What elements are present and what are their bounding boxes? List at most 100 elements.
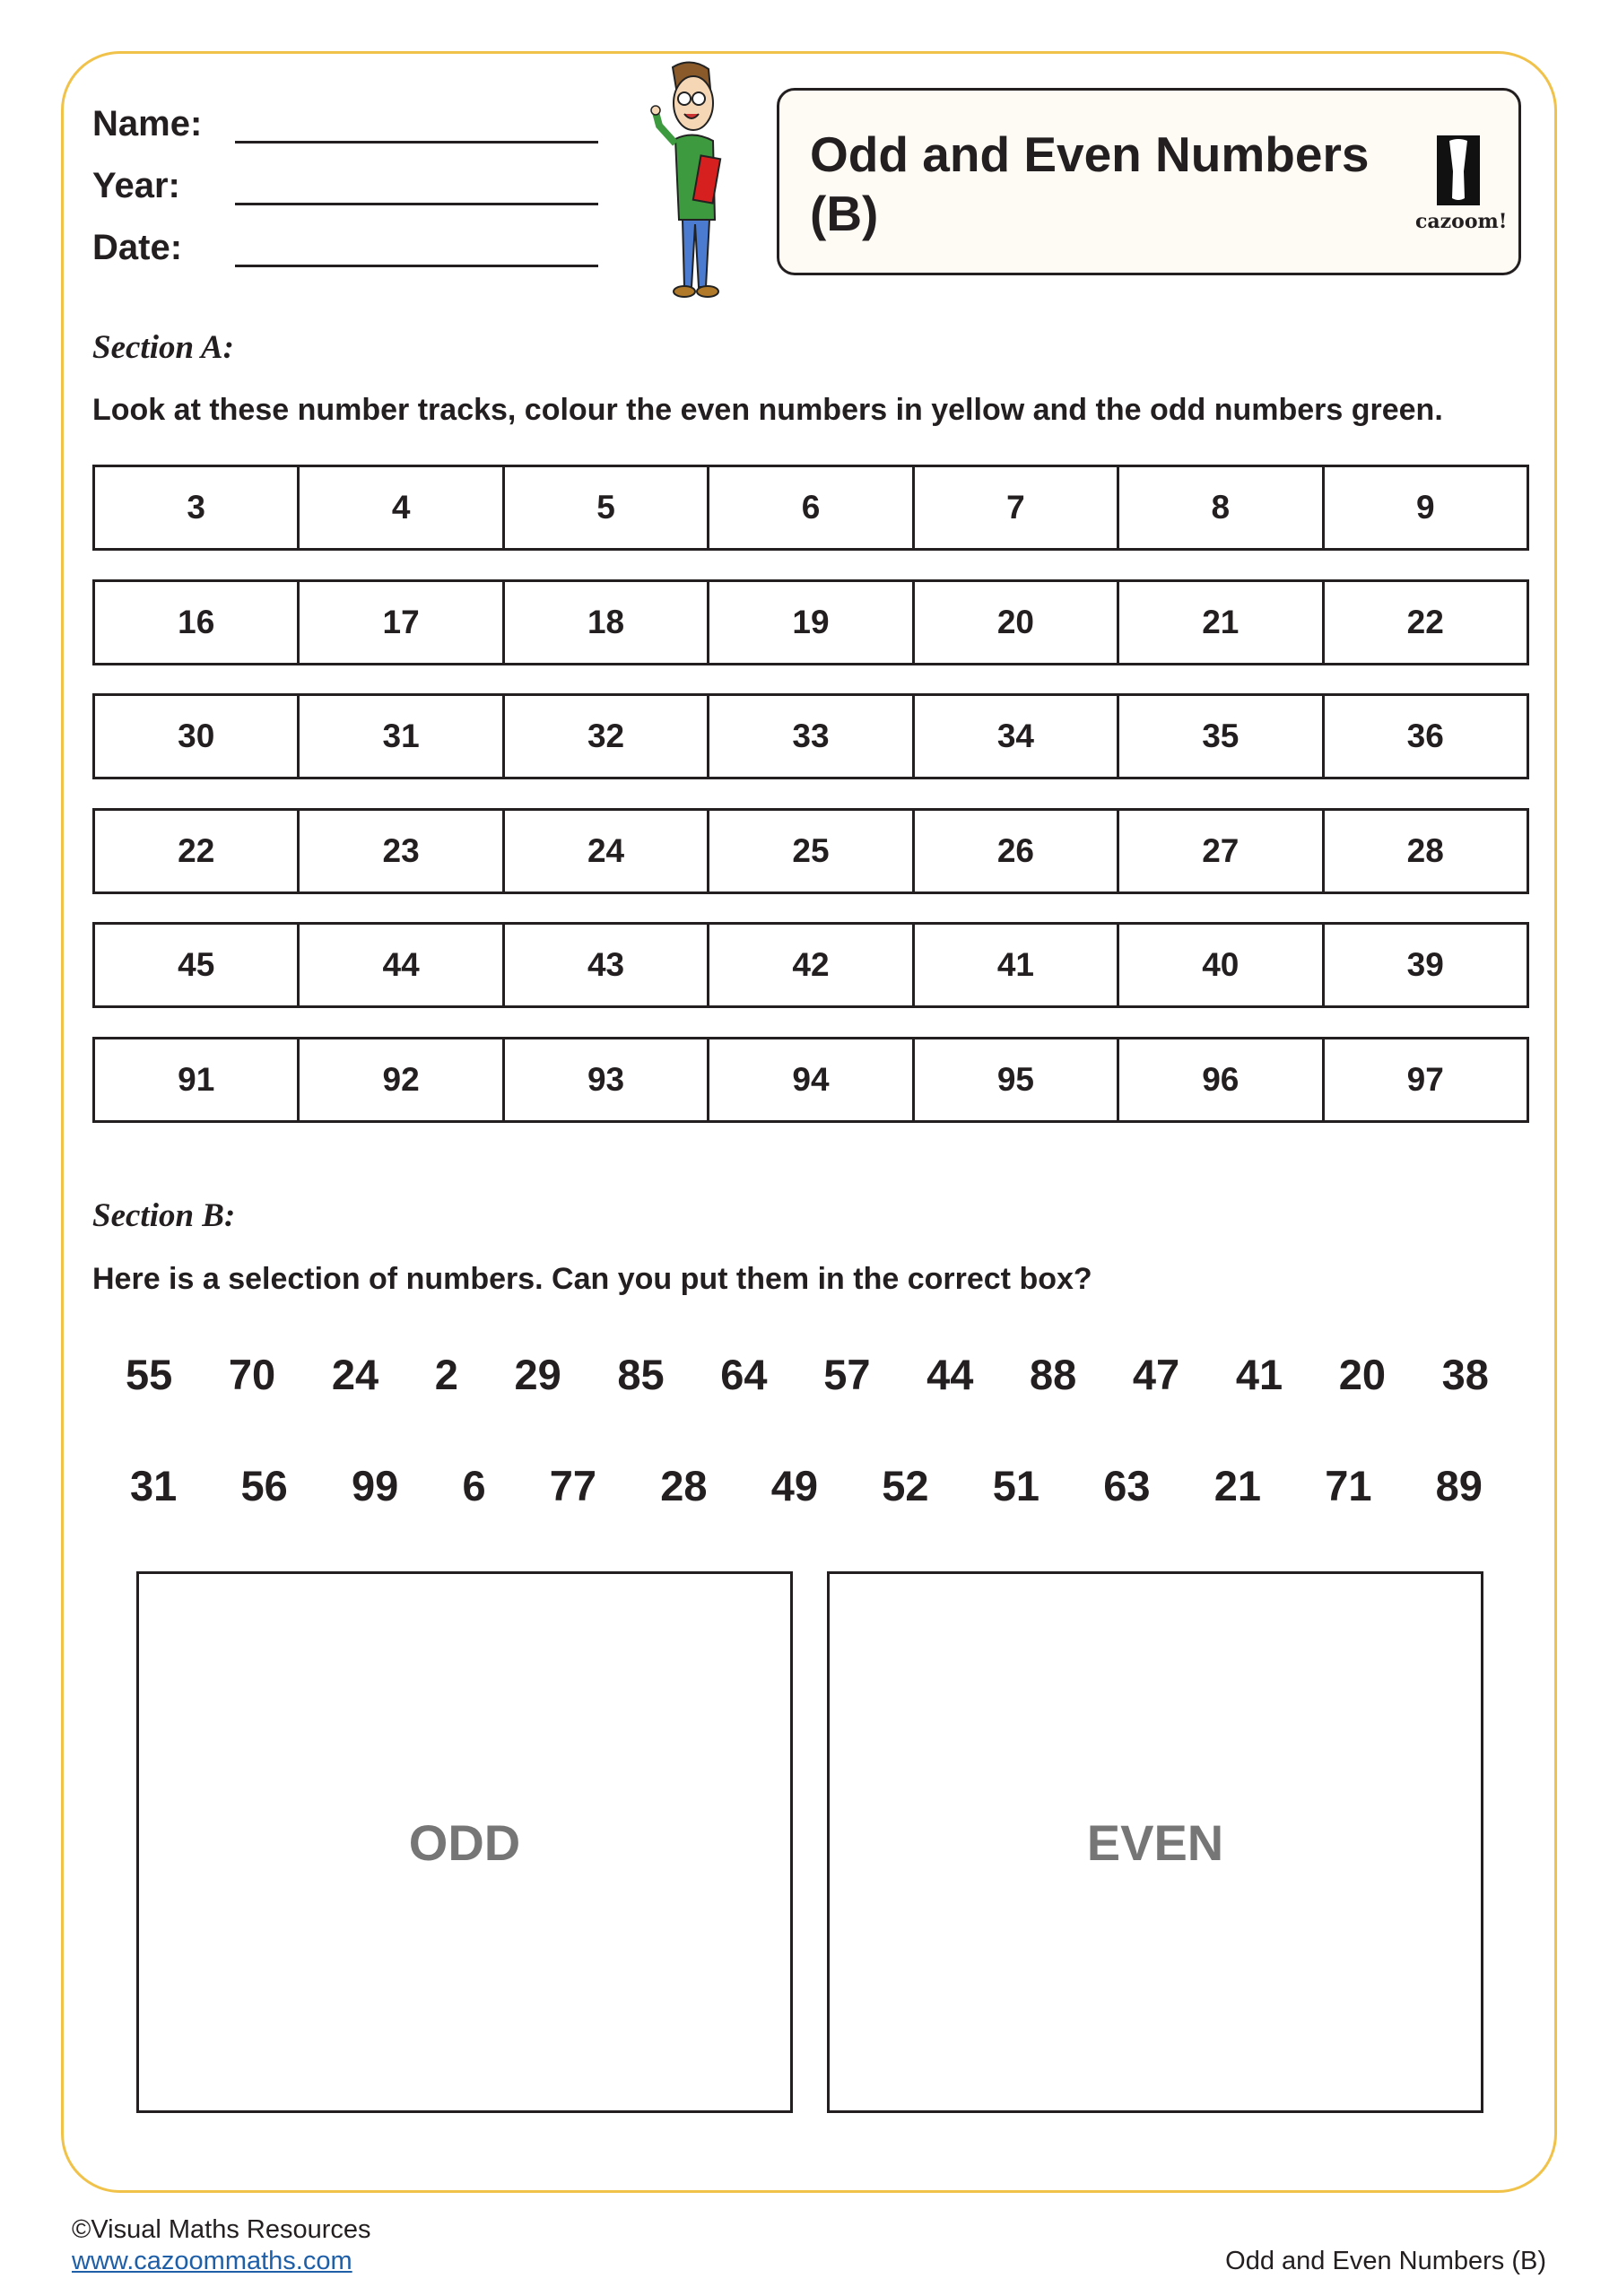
section-a-instruction: Look at these number tracks, colour the … bbox=[92, 393, 1443, 427]
name-field[interactable] bbox=[235, 141, 598, 144]
section-a-heading: Section A: bbox=[92, 329, 234, 366]
selection-number: 77 bbox=[549, 1462, 597, 1509]
selection-number: 28 bbox=[660, 1462, 708, 1509]
teacher-cartoon-icon bbox=[650, 61, 722, 298]
selection-number: 71 bbox=[1325, 1462, 1372, 1509]
selection-number: 29 bbox=[514, 1351, 561, 1398]
track-cell[interactable]: 43 bbox=[501, 925, 707, 1005]
year-field[interactable] bbox=[235, 203, 598, 205]
selection-number: 20 bbox=[1338, 1351, 1387, 1398]
selection-number: 88 bbox=[1030, 1351, 1077, 1398]
track-cell[interactable]: 35 bbox=[1117, 696, 1321, 777]
selection-number: 41 bbox=[1235, 1351, 1283, 1398]
track-cell[interactable]: 22 bbox=[178, 831, 215, 869]
selection-number: 56 bbox=[240, 1462, 288, 1509]
track-cell[interactable]: 8 bbox=[1117, 467, 1321, 548]
selection-number: 57 bbox=[823, 1351, 871, 1398]
odd-label: ODD bbox=[408, 1813, 521, 1871]
track-cell[interactable]: 40 bbox=[1117, 925, 1321, 1005]
track-cell[interactable]: 31 bbox=[297, 696, 501, 777]
selection-number: 21 bbox=[1214, 1462, 1261, 1509]
date-field[interactable] bbox=[235, 265, 598, 267]
number-selection-row-2: 31 56 99 6 77 28 49 52 51 63 21 71 89 bbox=[130, 1461, 1483, 1510]
section-b-heading: Section B: bbox=[92, 1197, 236, 1234]
track-cell[interactable]: 19 bbox=[707, 581, 911, 663]
track-cell[interactable]: 32 bbox=[501, 696, 707, 777]
track-cell[interactable]: 96 bbox=[1117, 1039, 1321, 1120]
track-cell[interactable]: 7 bbox=[911, 467, 1117, 548]
track-cell[interactable]: 30 bbox=[178, 718, 215, 754]
year-label: Year: bbox=[92, 166, 180, 205]
number-track: 91 92 93 94 95 96 97 bbox=[92, 1036, 1529, 1123]
date-label: Date: bbox=[92, 228, 183, 267]
selection-number: 99 bbox=[351, 1462, 399, 1509]
number-track: 45 44 43 42 41 40 39 bbox=[92, 922, 1529, 1008]
even-label: EVEN bbox=[1086, 1813, 1224, 1871]
worksheet-title: Odd and Even Numbers (B) bbox=[810, 126, 1370, 241]
selection-number: 55 bbox=[126, 1351, 173, 1398]
track-cell[interactable]: 34 bbox=[911, 696, 1117, 777]
cazoom-logo: cazoom! bbox=[1415, 135, 1507, 233]
name-label: Name: bbox=[92, 104, 203, 144]
even-box[interactable]: EVEN bbox=[827, 1571, 1483, 2113]
selection-number: 49 bbox=[770, 1462, 819, 1509]
number-track: 30 31 32 33 34 35 36 bbox=[92, 693, 1529, 779]
copyright: ©Visual Maths Resources bbox=[72, 2215, 371, 2244]
title-box: Odd and Even Numbers (B) cazoom! bbox=[777, 88, 1521, 275]
number-selection-row-1: 55 70 24 2 29 85 64 57 44 88 47 41 20 38 bbox=[126, 1350, 1489, 1399]
track-cell[interactable]: 4 bbox=[297, 467, 501, 548]
odd-box[interactable]: ODD bbox=[136, 1571, 793, 2113]
selection-number: 52 bbox=[882, 1462, 929, 1509]
track-cell[interactable]: 18 bbox=[501, 581, 707, 663]
track-cell[interactable]: 93 bbox=[501, 1039, 707, 1120]
selection-number: 44 bbox=[926, 1351, 974, 1398]
section-b-instruction: Here is a selection of numbers. Can you … bbox=[92, 1262, 1092, 1296]
track-cell[interactable]: 44 bbox=[297, 925, 501, 1005]
track-cell[interactable]: 92 bbox=[297, 1039, 501, 1120]
selection-number: 47 bbox=[1132, 1351, 1180, 1398]
page-frame bbox=[61, 51, 1557, 2193]
number-track: 22 23 24 25 26 27 28 bbox=[92, 807, 1529, 894]
selection-number: 6 bbox=[462, 1462, 486, 1509]
track-cell[interactable]: 41 bbox=[911, 925, 1117, 1005]
selection-number: 64 bbox=[720, 1351, 768, 1398]
track-cell[interactable]: 94 bbox=[707, 1039, 911, 1120]
track-cell[interactable]: 45 bbox=[178, 946, 215, 983]
selection-number: 70 bbox=[228, 1351, 276, 1398]
track-cell[interactable]: 39 bbox=[1321, 925, 1527, 1005]
track-cell[interactable]: 24 bbox=[501, 810, 707, 891]
track-cell[interactable]: 91 bbox=[178, 1060, 215, 1098]
cazoom-logo-icon bbox=[1436, 135, 1480, 205]
track-cell[interactable]: 28 bbox=[1321, 810, 1527, 891]
selection-number: 85 bbox=[617, 1351, 665, 1398]
track-cell[interactable]: 21 bbox=[1117, 581, 1321, 663]
selection-number: 24 bbox=[331, 1351, 379, 1398]
track-cell[interactable]: 20 bbox=[911, 581, 1117, 663]
track-cell[interactable]: 3 bbox=[187, 489, 205, 526]
selection-number: 31 bbox=[130, 1462, 178, 1509]
selection-number: 2 bbox=[434, 1351, 458, 1398]
track-cell[interactable]: 42 bbox=[707, 925, 911, 1005]
track-cell[interactable]: 25 bbox=[707, 810, 911, 891]
selection-number: 51 bbox=[992, 1462, 1040, 1509]
track-cell[interactable]: 23 bbox=[297, 810, 501, 891]
track-cell[interactable]: 22 bbox=[1321, 581, 1527, 663]
track-cell[interactable]: 6 bbox=[707, 467, 911, 548]
track-cell[interactable]: 17 bbox=[297, 581, 501, 663]
track-cell[interactable]: 26 bbox=[911, 810, 1117, 891]
track-cell[interactable]: 9 bbox=[1321, 467, 1527, 548]
selection-number: 63 bbox=[1103, 1462, 1151, 1509]
selection-number: 38 bbox=[1441, 1351, 1489, 1398]
track-cell[interactable]: 97 bbox=[1321, 1039, 1527, 1120]
track-cell[interactable]: 33 bbox=[707, 696, 911, 777]
selection-number: 89 bbox=[1435, 1462, 1483, 1509]
track-cell[interactable]: 95 bbox=[911, 1039, 1117, 1120]
number-track: 16 17 18 19 20 21 22 bbox=[92, 578, 1529, 665]
track-cell[interactable]: 27 bbox=[1117, 810, 1321, 891]
track-cell[interactable]: 16 bbox=[178, 603, 215, 640]
website-link[interactable]: www.cazoommaths.com bbox=[72, 2247, 352, 2275]
track-cell[interactable]: 5 bbox=[501, 467, 707, 548]
track-cell[interactable]: 36 bbox=[1321, 696, 1527, 777]
footer-title: Odd and Even Numbers (B) bbox=[1225, 2247, 1546, 2275]
